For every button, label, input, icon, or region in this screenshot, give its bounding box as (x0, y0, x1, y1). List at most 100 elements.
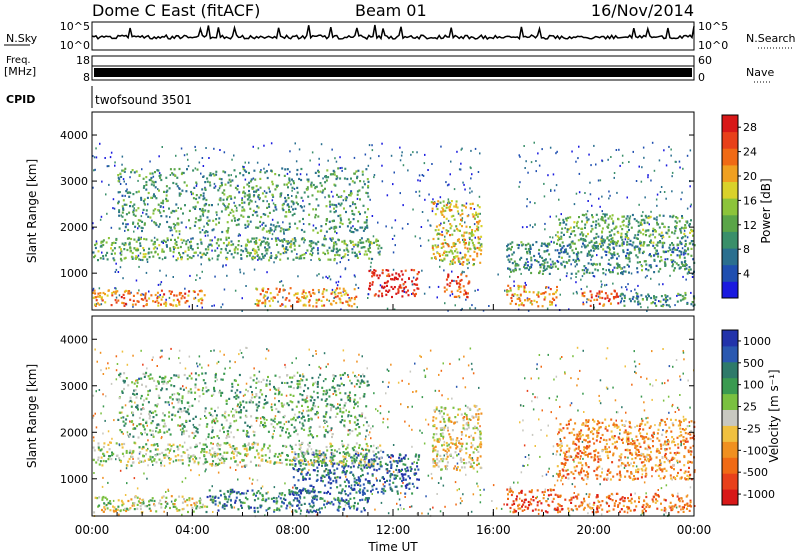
echo-cell (212, 442, 214, 445)
echo-cell (261, 253, 264, 256)
echo-cell (371, 149, 374, 152)
echo-cell (340, 497, 343, 500)
echo-cell (393, 171, 395, 174)
echo-cell (462, 181, 464, 184)
echo-cell (608, 239, 611, 242)
echo-cell (272, 296, 275, 299)
echo-cell (588, 250, 590, 253)
echo-cell (539, 455, 541, 458)
echo-cell (600, 218, 603, 221)
echo-cell (377, 239, 379, 242)
echo-cell (528, 457, 530, 460)
echo-cell (463, 256, 466, 259)
echo-cell (201, 503, 204, 506)
echo-cell (215, 242, 218, 245)
echo-cell (175, 203, 178, 206)
echo-cell (346, 248, 349, 252)
echo-cell (225, 230, 228, 233)
echo-cell (290, 490, 293, 493)
echo-cell (422, 174, 425, 177)
echo-cell (474, 230, 477, 233)
echo-cell (469, 232, 472, 235)
echo-cell (294, 497, 297, 500)
echo-cell (518, 154, 520, 157)
echo-cell (254, 303, 257, 305)
echo-cell (229, 211, 232, 214)
echo-cell (301, 489, 304, 492)
colorbar-swatch (722, 131, 738, 149)
echo-cell (279, 258, 282, 261)
echo-cell (293, 484, 296, 487)
echo-cell (681, 247, 684, 250)
echo-cell (306, 509, 309, 512)
colorbar-tick-label: 20 (743, 170, 757, 183)
echo-cell (276, 243, 278, 246)
echo-cell (457, 453, 460, 456)
echo-cell (109, 441, 111, 444)
echo-cell (118, 227, 121, 230)
echo-cell (577, 377, 579, 380)
echo-cell (199, 194, 202, 197)
echo-cell (285, 211, 288, 214)
echo-cell (519, 155, 521, 158)
echo-cell (369, 269, 372, 272)
echo-cell (165, 215, 168, 218)
echo-cell (564, 227, 566, 230)
echo-cell (203, 197, 206, 200)
colorbar-tick-label: 24 (743, 146, 757, 159)
echo-cell (509, 302, 512, 305)
echo-cell (132, 222, 134, 225)
echo-cell (175, 304, 178, 308)
echo-cell (600, 280, 602, 283)
echo-cell (421, 269, 423, 272)
echo-cell (268, 229, 271, 232)
echo-cell (667, 304, 670, 307)
echo-cell (581, 245, 583, 248)
echo-cell (194, 503, 197, 507)
echo-cell (573, 230, 576, 233)
echo-cell (676, 236, 679, 239)
echo-cell (525, 284, 527, 286)
echo-cell (201, 306, 203, 309)
echo-cell (239, 268, 241, 271)
echo-cell (280, 280, 283, 283)
echo-cell (139, 244, 142, 247)
echo-cell (332, 503, 335, 506)
echo-cell (266, 379, 268, 382)
echo-cell (317, 508, 320, 511)
echo-cell (616, 262, 619, 265)
echo-cell (196, 362, 198, 365)
echo-cell (645, 492, 647, 495)
echo-cell (310, 242, 313, 245)
echo-cell (371, 283, 374, 286)
echo-cell (548, 243, 551, 246)
echo-cell (678, 220, 681, 223)
echo-cell (250, 200, 253, 203)
echo-cell (184, 250, 187, 253)
echo-cell (316, 231, 319, 234)
echo-cell (665, 296, 667, 299)
echo-cell (438, 224, 441, 227)
echo-cell (197, 293, 200, 296)
echo-cell (595, 163, 597, 166)
echo-cell (164, 301, 167, 304)
echo-cell (229, 180, 232, 183)
echo-cell (263, 190, 266, 193)
echo-cell (409, 370, 412, 373)
echo-cell (444, 254, 447, 257)
echo-cell (154, 300, 157, 303)
echo-cell (671, 231, 673, 234)
echo-cell (257, 300, 260, 303)
echo-cell (361, 226, 364, 229)
echo-cell (168, 357, 170, 360)
echo-cell (326, 298, 328, 301)
echo-cell (289, 170, 291, 173)
echo-cell (652, 244, 655, 247)
echo-cell (461, 209, 464, 212)
echo-cell (633, 236, 636, 239)
station-title: Dome C East (fitACF) (92, 1, 260, 20)
echo-cell (328, 227, 331, 230)
echo-cell (319, 511, 321, 514)
echo-cell (633, 360, 636, 363)
